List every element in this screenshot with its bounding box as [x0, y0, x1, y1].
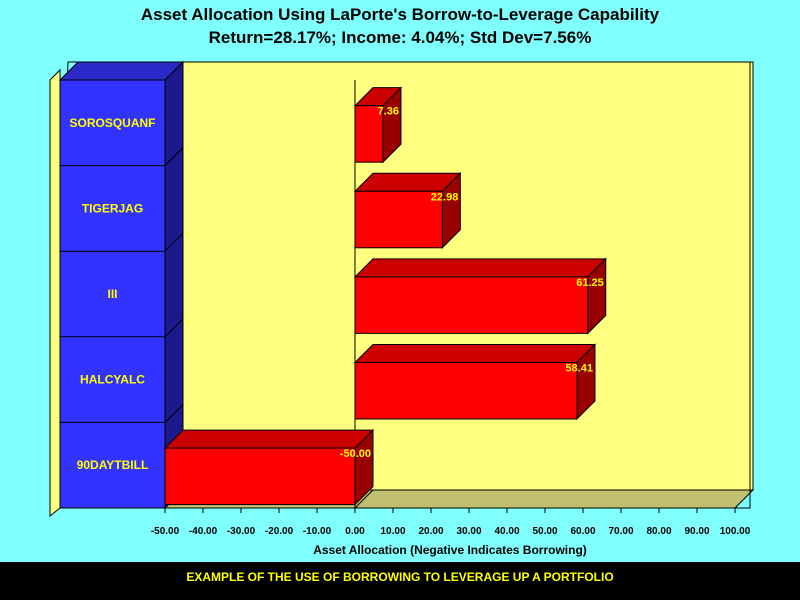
- x-tick-label: 80.00: [646, 526, 671, 537]
- x-axis-title: Asset Allocation (Negative Indicates Bor…: [313, 543, 587, 557]
- x-tick-label: -10.00: [303, 526, 332, 537]
- category-label: TIGERJAG: [82, 201, 143, 215]
- bar-value-label: -50.00: [340, 448, 371, 460]
- x-tick-label: 70.00: [608, 526, 633, 537]
- bar-value-label: 58.41: [565, 362, 593, 374]
- bar-chart: SOROSQUANF 7.36 TIGERJAG 22.98 III 61.25 HALCY…: [49, 60, 755, 557]
- x-tick-label: -20.00: [265, 526, 294, 537]
- bar-top: [353, 258, 607, 278]
- bar-value-label: 7.36: [378, 106, 399, 118]
- x-tick-label: 100.00: [720, 526, 751, 537]
- x-tick-label: 40.00: [494, 526, 519, 537]
- category-label: SOROSQUANF: [69, 116, 155, 130]
- x-tick-label: 20.00: [418, 526, 443, 537]
- category-separator-side: [164, 232, 184, 252]
- x-tick-label: 50.00: [532, 526, 557, 537]
- category-label: HALCYALC: [80, 373, 145, 387]
- x-tick-label: 0.00: [345, 526, 365, 537]
- bar: [164, 447, 356, 506]
- category-separator-side: [164, 147, 184, 166]
- x-tick-label: 30.00: [456, 526, 481, 537]
- category-band-top: [58, 61, 185, 81]
- category-label: III: [107, 287, 117, 301]
- bar: [354, 276, 589, 334]
- chart-title: Asset Allocation Using LaPorte's Borrow-…: [140, 5, 660, 24]
- bar: [354, 361, 578, 420]
- bar-value-label: 22.98: [431, 191, 459, 203]
- zero-line-floor: [354, 489, 374, 509]
- bar: [354, 190, 443, 249]
- bar: [354, 105, 384, 163]
- plot-left-strip: [49, 68, 61, 518]
- category-label: 90DAYTBILL: [77, 458, 149, 472]
- x-tick-label: 60.00: [570, 526, 595, 537]
- category-band: [59, 79, 166, 509]
- bar-top: [163, 429, 375, 449]
- bar-top: [353, 343, 597, 363]
- x-tick-label: 10.00: [380, 526, 405, 537]
- chart-subtitle: Return=28.17%; Income: 4.04%; Std Dev=7.…: [208, 28, 592, 47]
- x-tick-label: -30.00: [227, 526, 256, 537]
- bar-value-label: 61.25: [576, 277, 604, 289]
- footer-caption: EXAMPLE OF THE USE OF BORROWING TO LEVER…: [0, 562, 800, 600]
- category-separator-side: [164, 404, 184, 423]
- x-tick-label: 90.00: [684, 526, 709, 537]
- category-separator-side: [164, 318, 184, 338]
- x-tick-label: -50.00: [151, 526, 180, 537]
- x-tick-label: -40.00: [189, 526, 218, 537]
